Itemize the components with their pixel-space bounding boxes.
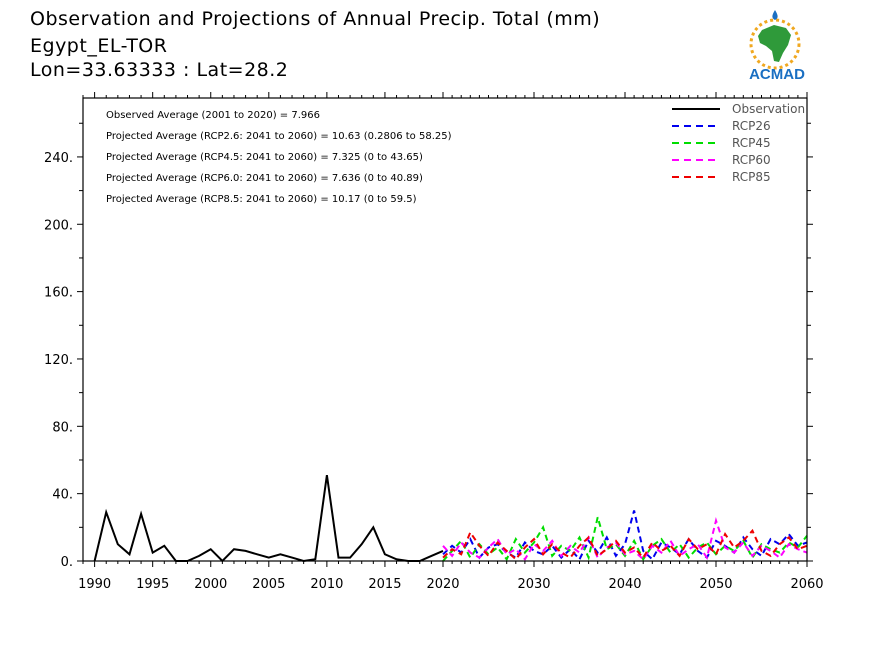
x-tick-label: 1990 bbox=[78, 577, 111, 592]
x-tick-label: 1995 bbox=[136, 577, 169, 592]
legend-label-rcp85: RCP85 bbox=[732, 170, 771, 184]
series-line-rcp85 bbox=[442, 528, 808, 561]
y-tick-label: 120. bbox=[44, 353, 73, 368]
plot-frame bbox=[82, 97, 808, 562]
station-coordinates: Lon=33.63333 : Lat=28.2 bbox=[30, 59, 289, 81]
x-tick-label: 2000 bbox=[194, 577, 227, 592]
x-tick-label: 2010 bbox=[310, 577, 343, 592]
stat-rcp45-average: Projected Average (RCP4.5: 2041 to 2060)… bbox=[106, 152, 423, 163]
station-name: Egypt_EL-TOR bbox=[30, 35, 168, 57]
acmad-logo: ACMAD bbox=[749, 10, 805, 82]
y-tick-label: 80. bbox=[52, 420, 73, 435]
x-tick-label: 2060 bbox=[790, 577, 823, 592]
y-tick-label: 40. bbox=[52, 488, 73, 503]
stat-rcp60-average: Projected Average (RCP6.0: 2041 to 2060)… bbox=[106, 173, 423, 184]
legend-label-rcp45: RCP45 bbox=[732, 136, 771, 150]
legend-label-rcp60: RCP60 bbox=[732, 153, 771, 167]
y-tick-label: 200. bbox=[44, 218, 73, 233]
y-tick-label: 0. bbox=[61, 555, 73, 570]
logo-text: ACMAD bbox=[749, 66, 805, 82]
stat-observed-average: Observed Average (2001 to 2020) = 7.966 bbox=[106, 110, 320, 121]
legend-label-rcp26: RCP26 bbox=[732, 119, 771, 133]
legend-label-observation: Observation bbox=[732, 102, 805, 116]
y-tick-label: 160. bbox=[44, 286, 73, 301]
stat-rcp85-average: Projected Average (RCP8.5: 2041 to 2060)… bbox=[106, 194, 417, 205]
x-tick-label: 2040 bbox=[608, 577, 641, 592]
x-tick-label: 2030 bbox=[517, 577, 550, 592]
x-tick-label: 2015 bbox=[368, 577, 401, 592]
series-line-observation bbox=[93, 474, 444, 563]
x-tick-label: 2005 bbox=[252, 577, 285, 592]
series-line-rcp45 bbox=[442, 516, 808, 562]
x-tick-label: 2050 bbox=[699, 577, 732, 592]
y-tick-label: 240. bbox=[44, 151, 73, 166]
x-tick-label: 2020 bbox=[426, 577, 459, 592]
chart-title: Observation and Projections of Annual Pr… bbox=[30, 8, 601, 30]
stat-rcp26-average: Projected Average (RCP2.6: 2041 to 2060)… bbox=[106, 131, 452, 142]
